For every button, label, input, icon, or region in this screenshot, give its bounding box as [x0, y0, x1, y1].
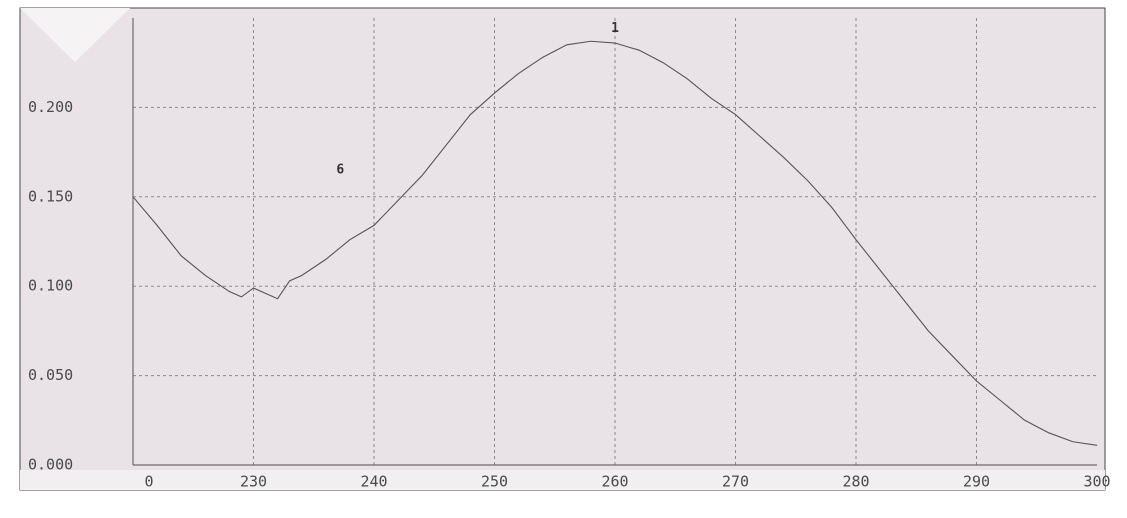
torn-corner — [20, 8, 130, 62]
x-tick-label: 290 — [963, 473, 990, 491]
y-tick-label: 0.150 — [28, 187, 73, 205]
x-label-strip — [20, 470, 1105, 490]
annotation: 1 — [611, 21, 619, 36]
y-tick-label: 0.100 — [28, 277, 73, 295]
x-tick-label: 280 — [842, 473, 869, 491]
x-tick-label: 260 — [601, 473, 628, 491]
data-line — [132, 40, 1098, 446]
x-tick-label: 270 — [722, 473, 749, 491]
annotation: 6 — [336, 162, 344, 177]
y-tick-label: 0.200 — [28, 98, 73, 116]
x-tick-label: 0 — [144, 473, 153, 491]
x-tick-label: 250 — [481, 473, 508, 491]
x-tick-label: 240 — [360, 473, 387, 491]
y-tick-label: 0.000 — [28, 456, 73, 474]
x-tick-label: 300 — [1083, 473, 1110, 491]
y-tick-label: 0.050 — [28, 366, 73, 384]
paper — [19, 7, 1106, 491]
x-tick-label: 230 — [240, 473, 267, 491]
